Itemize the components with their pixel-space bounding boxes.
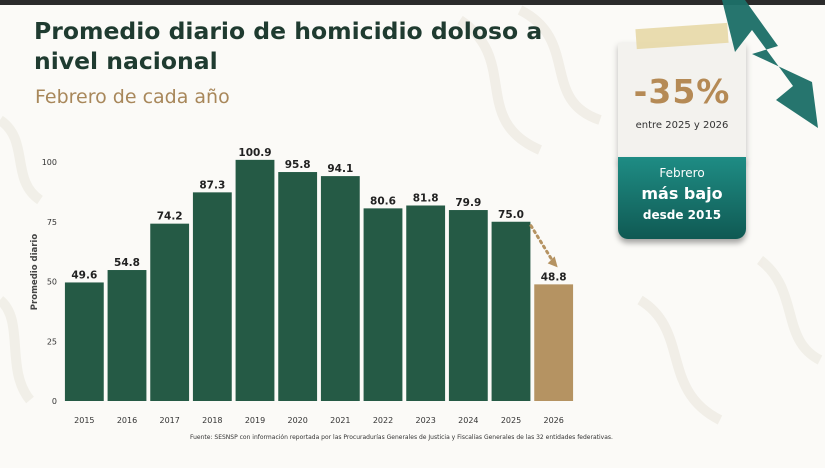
callout-line-2: más bajo: [641, 184, 723, 203]
bar-2018: [192, 192, 232, 401]
bar-2017: [150, 223, 190, 401]
data-label-2026: 48.8: [541, 271, 567, 283]
bar-2025: [491, 221, 531, 401]
x-tick-label: 2026: [543, 416, 563, 425]
bar-2026: [534, 284, 574, 401]
x-tick-label: 2023: [415, 416, 435, 425]
callout-line-1: Febrero: [659, 166, 705, 180]
data-label-2023: 81.8: [413, 192, 439, 204]
data-label-2016: 54.8: [114, 257, 140, 269]
x-tick-label: 2024: [458, 416, 478, 425]
y-tick-label: 25: [47, 337, 57, 346]
y-tick-label: 0: [52, 397, 57, 406]
percent-change: -35%: [633, 72, 731, 111]
bar-2019: [235, 159, 275, 401]
bar-2023: [406, 205, 446, 401]
data-label-2017: 74.2: [157, 211, 183, 223]
y-tick-label: 75: [47, 218, 57, 227]
x-tick-label: 2016: [117, 416, 137, 425]
data-label-2024: 79.9: [455, 197, 481, 209]
top-bar: [0, 0, 825, 5]
x-tick-label: 2020: [287, 416, 307, 425]
data-label-2018: 87.3: [199, 179, 225, 191]
data-label-2021: 94.1: [327, 163, 353, 175]
x-tick-label: 2018: [202, 416, 222, 425]
data-label-2020: 95.8: [285, 159, 311, 171]
callout-card: [618, 43, 746, 161]
x-tick-label: 2022: [373, 416, 393, 425]
callout-line-3: desde 2015: [642, 208, 722, 222]
data-label-2022: 80.6: [370, 195, 396, 207]
x-tick-label: 2025: [501, 416, 521, 425]
source-note: Fuente: SESNSP con información reportada…: [190, 434, 613, 441]
data-label-2019: 100.9: [238, 147, 271, 159]
bar-2020: [278, 172, 318, 401]
y-tick-label: 100: [42, 158, 57, 167]
bar-2024: [448, 210, 488, 401]
x-tick-label: 2021: [330, 416, 350, 425]
x-tick-label: 2019: [245, 416, 265, 425]
y-tick-label: 50: [47, 278, 57, 287]
bar-2021: [320, 176, 360, 401]
callout-footer: [618, 157, 746, 239]
bar-2022: [363, 208, 403, 401]
data-label-2015: 49.6: [71, 269, 97, 281]
page-subtitle: Febrero de cada año: [35, 86, 230, 108]
x-tick-label: 2017: [159, 416, 179, 425]
bar-2015: [64, 282, 104, 401]
trend-dotted-line: [529, 224, 554, 261]
data-label-2025: 75.0: [498, 209, 524, 221]
x-tick-label: 2015: [74, 416, 94, 425]
bar-2016: [107, 270, 147, 401]
page-title: Promedio diario de homicidio doloso a ni…: [34, 17, 543, 75]
trend-arrow-head: [547, 256, 558, 268]
percent-change-range: entre 2025 y 2026: [635, 120, 729, 131]
